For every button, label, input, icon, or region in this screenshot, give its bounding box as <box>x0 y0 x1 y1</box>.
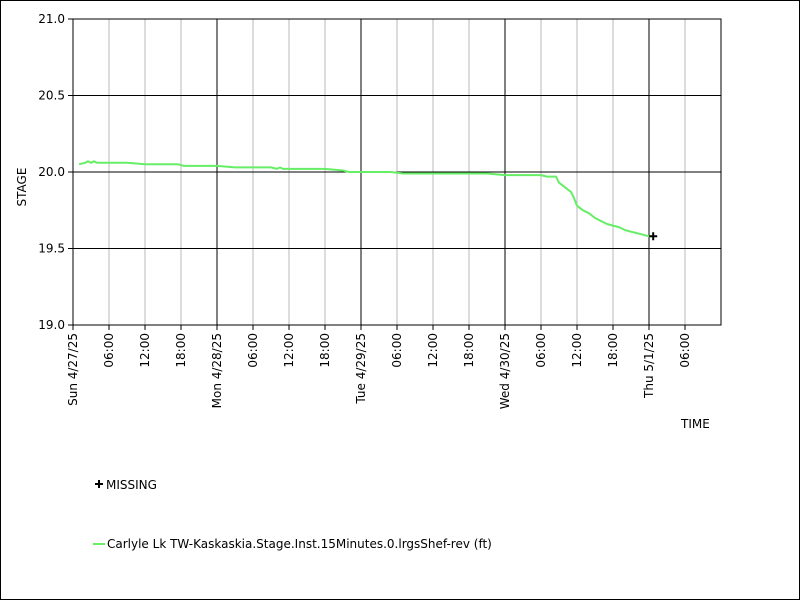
missing-point-marker <box>649 232 658 241</box>
legend-series-label: Carlyle Lk TW-Kaskaskia.Stage.Inst.15Min… <box>107 537 492 551</box>
x-tick-label: 18:00 <box>462 333 476 368</box>
x-tick-label: 12:00 <box>282 333 296 368</box>
y-tick-label: 20.0 <box>38 165 65 179</box>
x-tick-label: Mon 4/28/25 <box>210 333 224 408</box>
legend-missing: MISSING <box>95 478 157 492</box>
series-layer <box>78 160 652 238</box>
x-axis-title: TIME <box>680 417 710 431</box>
x-tick-label: 18:00 <box>174 333 188 368</box>
y-tick-label: 19.0 <box>38 318 65 332</box>
x-tick-label: 06:00 <box>102 333 116 368</box>
x-tick-label: Sun 4/27/25 <box>66 333 80 406</box>
y-axis-title: STAGE <box>15 168 29 207</box>
y-tick-label: 20.5 <box>38 89 65 103</box>
x-axis-ticks: Sun 4/27/25 06:00 12:00 18:00 Mon 4/28/25 06:… <box>66 325 692 409</box>
missing-layer <box>649 232 658 241</box>
x-tick-label: 12:00 <box>138 333 152 368</box>
missing-marker-icon <box>95 480 103 488</box>
legend-series: Carlyle Lk TW-Kaskaskia.Stage.Inst.15Min… <box>93 537 492 551</box>
x-tick-label: 06:00 <box>246 333 260 368</box>
x-tick-label: 18:00 <box>606 333 620 368</box>
x-tick-label: 06:00 <box>390 333 404 368</box>
x-tick-label: 06:00 <box>678 333 692 368</box>
y-tick-label: 21.0 <box>38 12 65 26</box>
x-tick-label: 06:00 <box>534 333 548 368</box>
series-line <box>78 160 652 238</box>
legend-missing-label: MISSING <box>106 478 157 492</box>
x-tick-label: 18:00 <box>318 333 332 368</box>
x-tick-label: Wed 4/30/25 <box>498 333 512 409</box>
x-tick-label: Tue 4/29/25 <box>354 333 368 405</box>
x-tick-label: 12:00 <box>426 333 440 368</box>
y-axis-ticks: 19.0 19.5 20.0 20.5 21.0 <box>38 12 73 332</box>
x-tick-label: Thu 5/1/25 <box>642 333 656 399</box>
y-tick-label: 19.5 <box>38 242 65 256</box>
x-tick-label: 12:00 <box>570 333 584 368</box>
